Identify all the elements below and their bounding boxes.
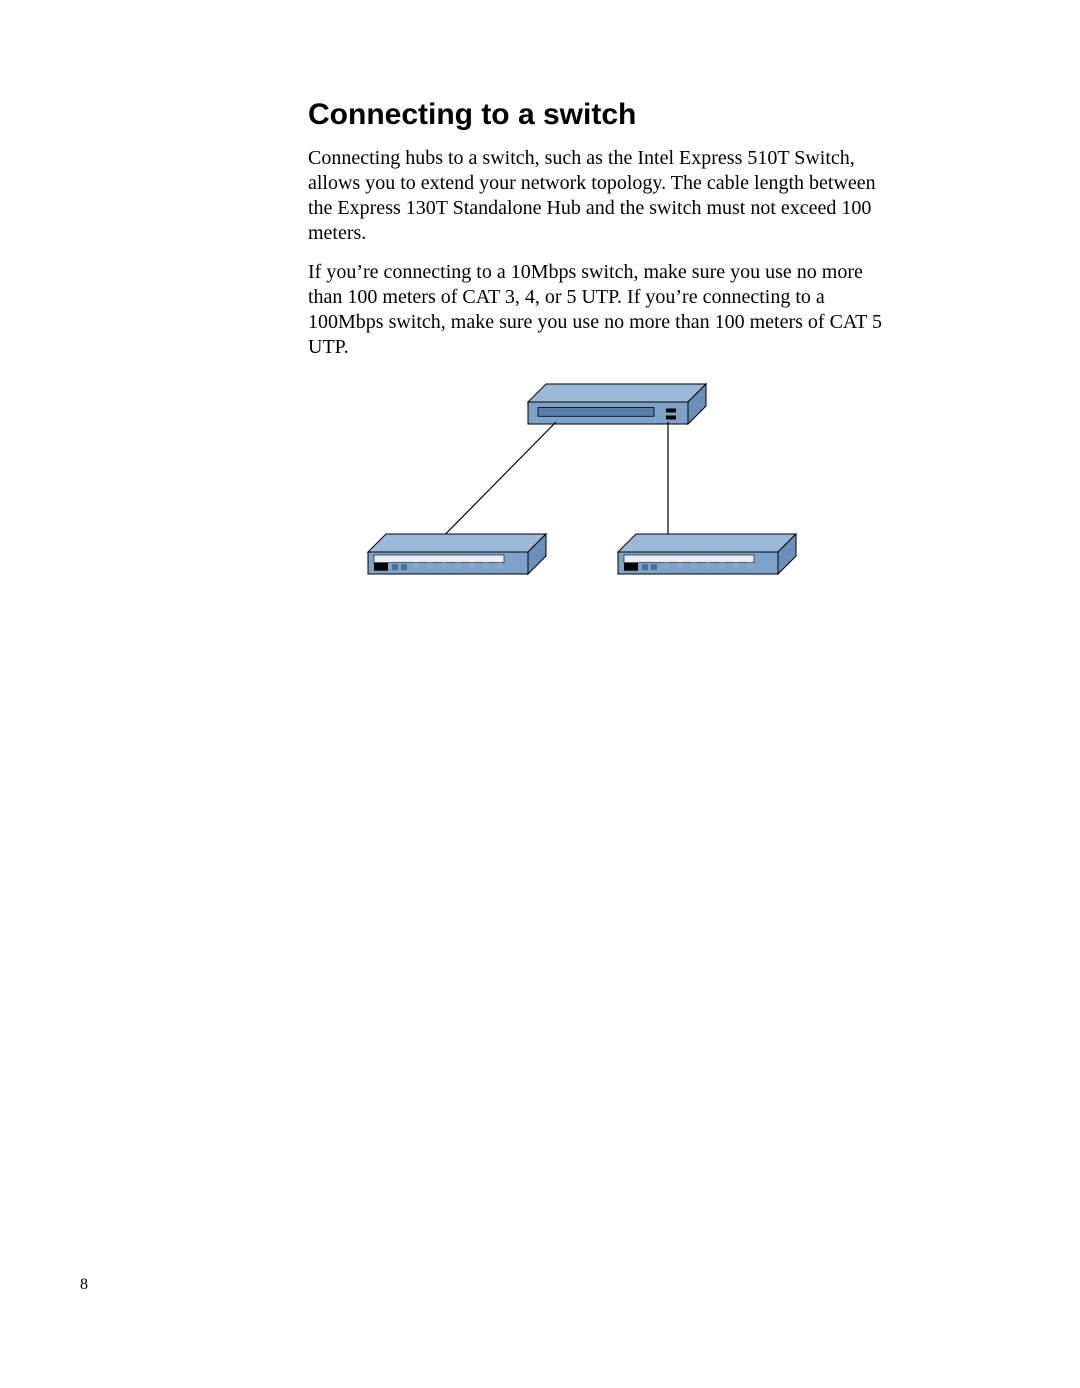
content-block: Connecting to a switch Connecting hubs t…: [308, 98, 888, 604]
body-paragraph-1: Connecting hubs to a switch, such as the…: [308, 146, 888, 246]
page-number: 8: [80, 1276, 88, 1294]
network-diagram: [338, 374, 818, 604]
page-title: Connecting to a switch: [308, 98, 888, 132]
document-page: Connecting to a switch Connecting hubs t…: [0, 0, 1080, 1388]
body-paragraph-2: If you’re connecting to a 10Mbps switch,…: [308, 260, 888, 360]
